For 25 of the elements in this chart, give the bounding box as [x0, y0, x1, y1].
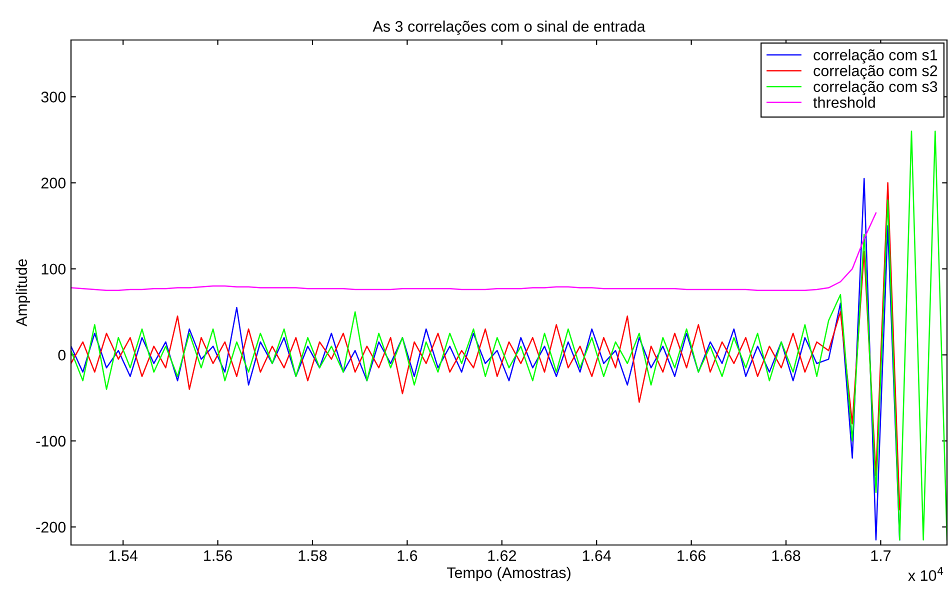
legend-label: correlação com s2	[814, 65, 938, 80]
text: x 10$^{4}$	[908, 567, 944, 581]
x-tick-label: 1.64	[582, 550, 612, 562]
y-tick-label: 0	[58, 350, 66, 361]
x-tick-label: 1.6	[398, 550, 418, 562]
x-tick-label: 1.54	[109, 550, 138, 562]
x-tick-label: 1.66	[678, 550, 706, 562]
x-tick-label: 1.58	[298, 550, 327, 562]
legend-label: correlação com s3	[814, 80, 938, 96]
y-tick-label: -200	[36, 522, 66, 533]
x-tick-label: 1.68	[772, 550, 800, 562]
y-tick-label: 200	[41, 178, 66, 188]
y-tick-label: -100	[36, 436, 66, 447]
x-tick-label: 1.7	[871, 550, 891, 561]
legend-label: correlação com s1	[814, 49, 938, 64]
legend-label: threshold	[813, 96, 875, 108]
x-tick-label: 1.56	[204, 550, 232, 562]
line-series	[71, 130, 947, 540]
line-series	[71, 212, 877, 291]
y-tick-label: 100	[42, 264, 66, 275]
chart-title: As 3 correlações com o sinal de entrada	[372, 20, 646, 35]
x-axis-title: Tempo (Amostras)	[446, 566, 570, 582]
x-tick-label: 1.62	[488, 550, 516, 562]
y-tick-label: 300	[41, 92, 66, 102]
y-axis-title: Amplitude	[16, 259, 30, 326]
